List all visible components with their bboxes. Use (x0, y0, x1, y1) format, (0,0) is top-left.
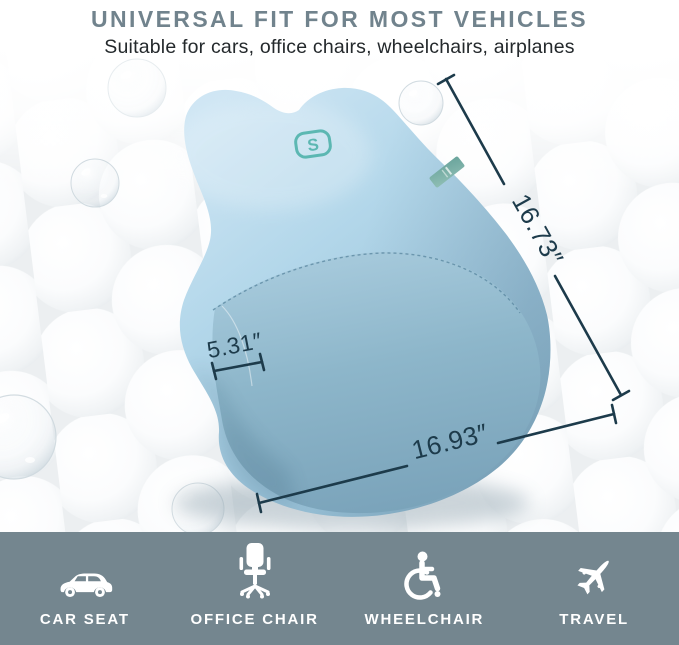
bubble (398, 80, 444, 126)
brand-logo: S (294, 129, 332, 159)
use-case-label: WHEELCHAIR (364, 611, 485, 628)
dimension-line-width (255, 403, 618, 514)
stitch-seam (212, 252, 521, 314)
panel-crease-highlight (221, 305, 253, 387)
page-subtitle: Suitable for cars, office chairs, wheelc… (104, 36, 575, 58)
use-case-bar: CAR SEAT (0, 532, 679, 645)
use-case-office-chair: OFFICE CHAIR (170, 532, 340, 645)
dimension-annotations (210, 73, 631, 514)
use-case-car-seat: CAR SEAT (0, 532, 170, 645)
fabric-tag (429, 156, 465, 188)
dimension-line-depth (210, 352, 266, 381)
office-chair-icon (235, 540, 275, 600)
use-case-label: TRAVEL (559, 611, 629, 628)
use-case-label: OFFICE CHAIR (190, 611, 319, 628)
bubble (70, 158, 120, 208)
wheelchair-icon (401, 540, 447, 600)
brand-logo-letter: S (306, 135, 320, 155)
use-case-label: CAR SEAT (39, 611, 130, 628)
pillow-sheen (172, 100, 372, 210)
lumbar-pillow: S (172, 87, 551, 517)
use-case-travel: TRAVEL (509, 532, 679, 645)
bubble (0, 394, 57, 480)
pillow-front-panel (212, 251, 541, 514)
use-case-wheelchair: WHEELCHAIR (340, 532, 510, 645)
bubble (107, 58, 167, 118)
page-title: UNIVERSAL FIT FOR MOST VEHICLES (91, 6, 588, 32)
travel-icon (571, 540, 618, 600)
car-seat-icon (56, 540, 114, 600)
pillow-bottom-shadow (192, 368, 296, 509)
header: UNIVERSAL FIT FOR MOST VEHICLES Suitable… (0, 0, 679, 59)
dimension-line-height (436, 73, 631, 402)
